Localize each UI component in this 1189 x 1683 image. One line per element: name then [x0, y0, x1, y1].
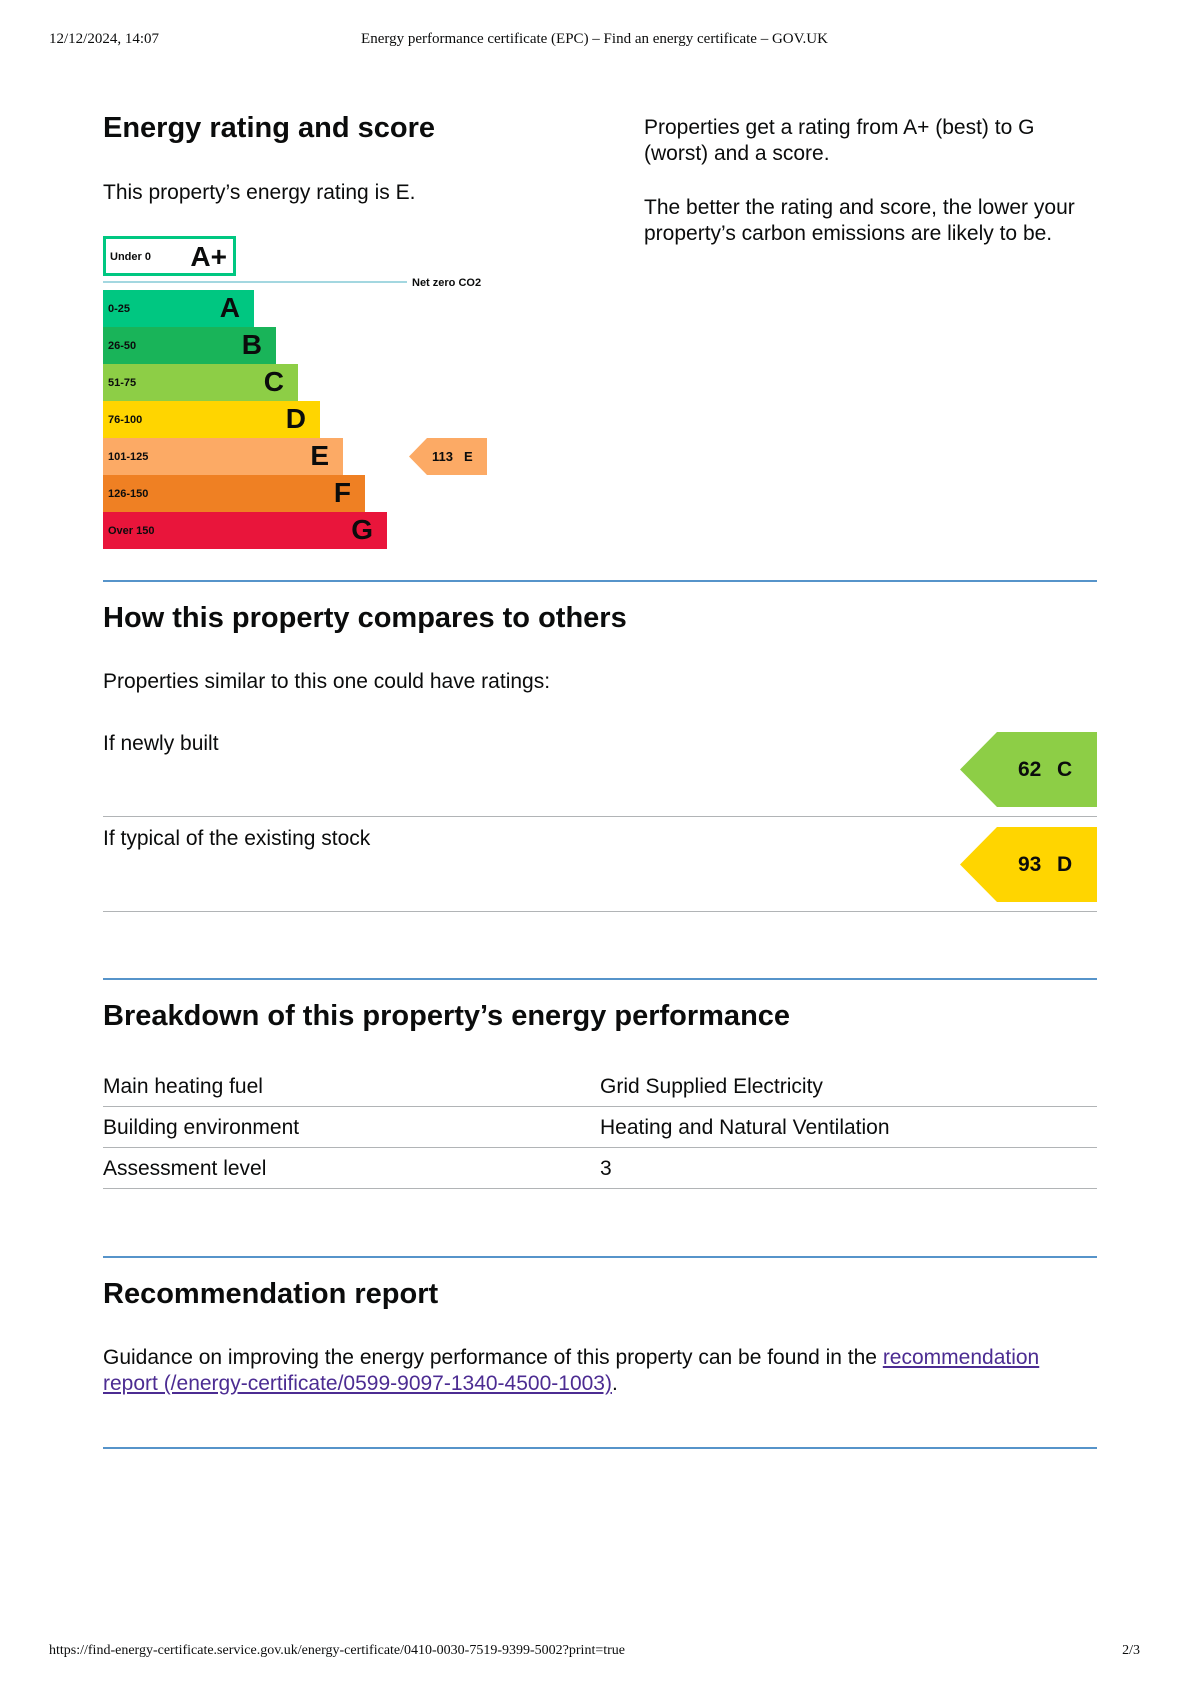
epc-band-range: 51-75 — [108, 377, 137, 389]
breakdown-row-label: Main heating fuel — [103, 1075, 263, 1098]
epc-band-g: Over 150 G — [103, 512, 387, 549]
compare-rating-arrow: 93 D — [960, 827, 1097, 902]
epc-rating-chart: Under 0 A+ Net zero CO2 0-25 A 26-50 B 5… — [103, 236, 503, 549]
epc-band-letter: G — [351, 514, 373, 545]
print-page-title: Energy performance certificate (EPC) – F… — [361, 31, 828, 47]
epc-band-c: 51-75 C — [103, 364, 298, 401]
epc-band-b: 26-50 B — [103, 327, 276, 364]
current-rating-band: E — [464, 449, 473, 464]
current-rating-pointer: 113 E — [409, 438, 487, 475]
epc-band-range: 26-50 — [108, 340, 137, 352]
breakdown-row-label: Assessment level — [103, 1157, 267, 1180]
row-divider — [103, 816, 1097, 817]
net-zero-line — [103, 281, 407, 283]
epc-band-range: 76-100 — [108, 414, 143, 426]
print-page-number: 2/3 — [1122, 1643, 1140, 1658]
epc-band-letter: F — [333, 477, 351, 508]
compare-rating-band: D — [1057, 853, 1073, 876]
epc-band-aplus: Under 0 A+ — [103, 236, 236, 276]
current-rating-score: 113 — [432, 449, 453, 464]
epc-band-range: Over 150 — [108, 525, 155, 537]
row-divider — [103, 1188, 1097, 1189]
compare-rating-score: 62 — [1018, 758, 1042, 781]
rating-explanation-2: The better the rating and score, the low… — [644, 196, 1075, 245]
breakdown-row-value: Grid Supplied Electricity — [600, 1075, 823, 1098]
section-divider — [103, 978, 1097, 980]
epc-band-range: 0-25 — [108, 303, 131, 315]
compare-intro: Properties similar to this one could hav… — [103, 670, 551, 693]
epc-band-letter: C — [263, 366, 284, 397]
recommendation-report-link[interactable]: recommendation report (/energy-certifica… — [103, 1346, 1040, 1395]
print-header: 12/12/2024, 14:07 Energy performance cer… — [0, 31, 1189, 55]
epc-band-range: 126-150 — [108, 488, 149, 500]
epc-band-letter: A+ — [190, 241, 227, 272]
breakdown-heading: Breakdown of this property’s energy perf… — [103, 1000, 791, 1032]
breakdown-row-value: 3 — [600, 1157, 612, 1180]
recommendation-text-after: . — [611, 1372, 618, 1395]
compare-rating-band: C — [1057, 758, 1073, 781]
compare-rating-arrow: 62 C — [960, 732, 1097, 807]
epc-band-d: 76-100 D — [103, 401, 320, 438]
print-url: https://find-energy-certificate.service.… — [49, 1643, 625, 1658]
breakdown-row-label: Building environment — [103, 1116, 300, 1139]
row-divider — [103, 1147, 1097, 1148]
epc-band-e: 101-125 E — [103, 438, 343, 475]
section-divider — [103, 1256, 1097, 1258]
epc-band-a: 0-25 A — [103, 290, 254, 327]
current-rating-arrow-shape — [409, 438, 487, 475]
epc-band-letter: B — [241, 329, 262, 360]
recommendation-text-before: Guidance on improving the energy perform… — [103, 1346, 883, 1369]
recommendation-text: Guidance on improving the energy perform… — [103, 1345, 1099, 1397]
compare-heading: How this property compares to others — [103, 602, 627, 634]
section-divider — [103, 1447, 1097, 1449]
row-divider — [103, 911, 1097, 912]
net-zero-label: Net zero CO2 — [412, 277, 482, 289]
row-divider — [103, 1106, 1097, 1107]
epc-band-letter: A — [219, 292, 240, 323]
epc-band-range: Under 0 — [110, 251, 151, 263]
epc-band-f: 126-150 F — [103, 475, 365, 512]
compare-arrow-shape — [960, 827, 1097, 902]
epc-band-letter: D — [285, 403, 306, 434]
compare-row-label: If typical of the existing stock — [103, 827, 371, 850]
compare-rating-score: 93 — [1018, 853, 1042, 876]
recommendation-heading: Recommendation report — [103, 1278, 439, 1310]
compare-row-label: If newly built — [103, 732, 219, 755]
rating-explanation-1: Properties get a rating from A+ (best) t… — [644, 116, 1035, 165]
rating-text: This property’s energy rating is E. — [103, 181, 416, 204]
breakdown-row-value: Heating and Natural Ventilation — [600, 1116, 890, 1139]
print-datetime: 12/12/2024, 14:07 — [49, 31, 160, 47]
epc-band-letter: E — [310, 440, 329, 471]
epc-band-range: 101-125 — [108, 451, 149, 463]
section-divider — [103, 580, 1097, 582]
rating-heading: Energy rating and score — [103, 112, 435, 144]
compare-arrow-shape — [960, 732, 1097, 807]
